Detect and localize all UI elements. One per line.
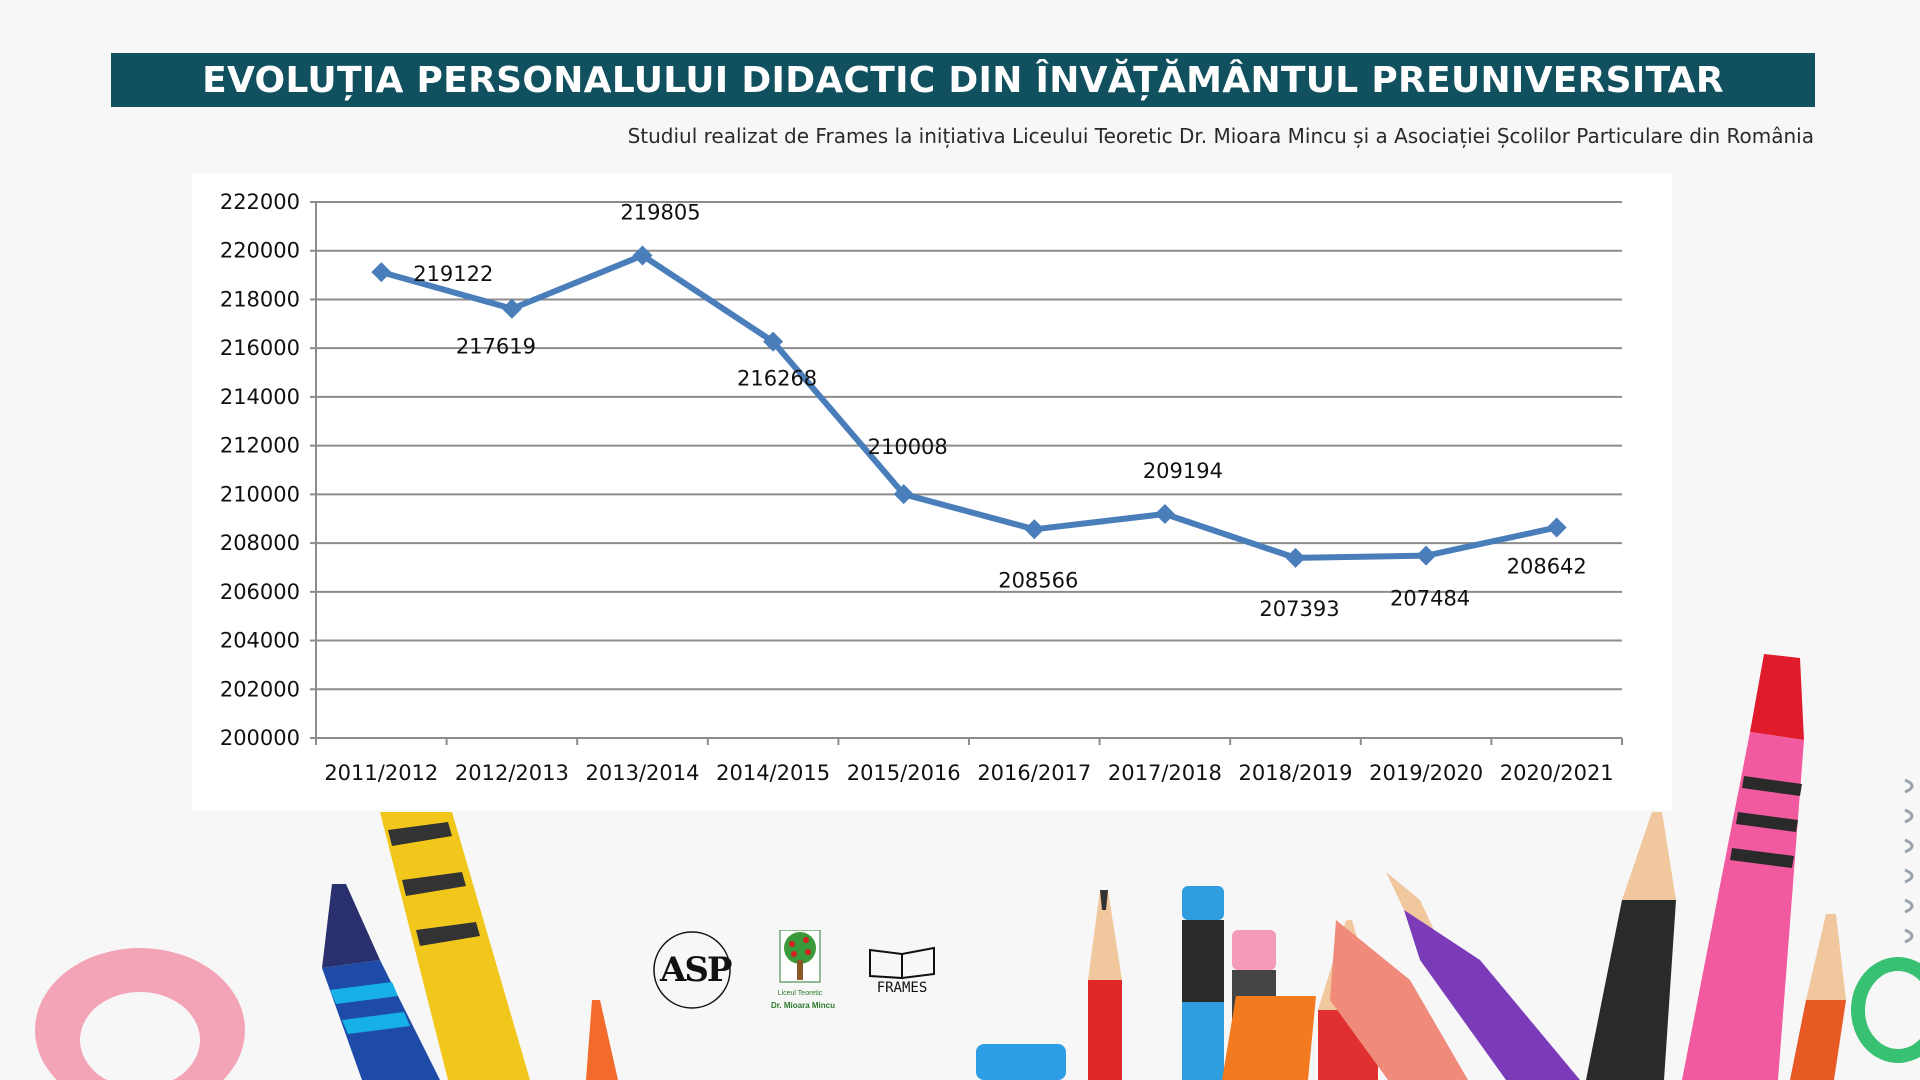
data-label: 219805 [620, 200, 700, 224]
frames-logo: FRAMES [862, 946, 942, 1006]
frames-mark-icon [869, 946, 935, 980]
orange-pencil-tip-icon [586, 1000, 618, 1080]
yellow-crayon-icon [380, 812, 530, 1080]
x-tick-label: 2011/2012 [324, 761, 438, 785]
navy-crayon-icon [322, 884, 440, 1080]
data-label: 216268 [737, 367, 817, 391]
series-line [380, 252, 1558, 561]
y-tick-label: 200000 [220, 726, 300, 750]
y-tick-label: 216000 [220, 336, 300, 360]
data-point-marker [1285, 547, 1306, 568]
x-tick-label: 2020/2021 [1500, 761, 1614, 785]
frames-logo-text: FRAMES [876, 980, 928, 996]
orange-marker-icon [1222, 996, 1316, 1080]
school-logo: Liceul Teoretic Dr. Mioara Mincu [758, 930, 842, 1020]
blue-marker-icon [1182, 886, 1224, 1080]
asp-logo-text: ASP [660, 950, 732, 990]
data-label: 208566 [998, 568, 1078, 592]
x-tick-label: 2017/2018 [1108, 761, 1222, 785]
school-logo-line1: Liceul Teoretic [777, 990, 823, 997]
y-tick-label: 222000 [220, 190, 300, 214]
y-tick-label: 214000 [220, 385, 300, 409]
line-chart: 200000 202000 204000 206000 208000 210000 2120… [220, 190, 1623, 785]
chart-panel: 200000 202000 204000 206000 208000 210000 2120… [192, 174, 1672, 810]
data-point-marker [763, 331, 784, 352]
data-point-marker [1154, 504, 1175, 525]
eraser-ring-icon [35, 948, 245, 1080]
tree-icon [779, 930, 821, 983]
asp-logo: ASP [652, 928, 732, 1012]
y-tick-label: 206000 [220, 580, 300, 604]
x-tick-label: 2014/2015 [716, 761, 830, 785]
data-label: 208642 [1507, 554, 1587, 578]
y-tick-label: 218000 [220, 287, 300, 311]
notebook-spiral-icon [1904, 778, 1914, 944]
data-label: 207393 [1259, 597, 1339, 621]
x-tick-label: 2016/2017 [977, 761, 1091, 785]
data-label: 219122 [413, 262, 493, 286]
x-tick-label: 2019/2020 [1369, 761, 1483, 785]
orange-pencil-icon [1790, 914, 1846, 1080]
data-point-marker [893, 484, 914, 505]
coral-pencil-icon [1330, 920, 1468, 1080]
x-tick-label: 2013/2014 [586, 761, 700, 785]
data-label: 209194 [1143, 459, 1223, 483]
purple-pencil-icon [1386, 872, 1580, 1080]
red-pencil-icon [1088, 890, 1122, 1080]
page-title: EVOLUȚIA PERSONALULUI DIDACTIC DIN ÎNVĂȚ… [111, 53, 1815, 107]
data-point-marker [501, 298, 522, 319]
y-tick-label: 208000 [220, 531, 300, 555]
page-subtitle: Studiul realizat de Frames la inițiativa… [627, 124, 1814, 148]
x-tick-label: 2012/2013 [455, 761, 569, 785]
data-point-marker [632, 245, 653, 266]
y-tick-label: 204000 [220, 629, 300, 653]
school-logo-line2: Dr. Mioara Mincu [770, 1001, 835, 1010]
y-tick-label: 202000 [220, 677, 300, 701]
data-point-marker [1546, 517, 1567, 538]
partner-logos: ASP Liceul Teoretic Dr. Mioara Mincu FRA… [650, 928, 950, 1020]
dark-pencil-icon [1586, 812, 1676, 1080]
y-tick-label: 220000 [220, 239, 300, 263]
x-tick-label: 2018/2019 [1239, 761, 1353, 785]
y-tick-label: 212000 [220, 434, 300, 458]
data-label: 207484 [1390, 587, 1470, 611]
data-label: 217619 [456, 335, 536, 359]
green-clip-icon [1851, 957, 1920, 1063]
y-tick-label: 210000 [220, 482, 300, 506]
data-label: 210008 [868, 435, 948, 459]
x-tick-label: 2015/2016 [847, 761, 961, 785]
cyan-marker-icon [976, 1044, 1066, 1080]
red-crayon-icon [1682, 654, 1804, 1080]
data-point-marker [1416, 545, 1437, 566]
data-point-marker [371, 262, 392, 283]
data-point-marker [1024, 519, 1045, 540]
